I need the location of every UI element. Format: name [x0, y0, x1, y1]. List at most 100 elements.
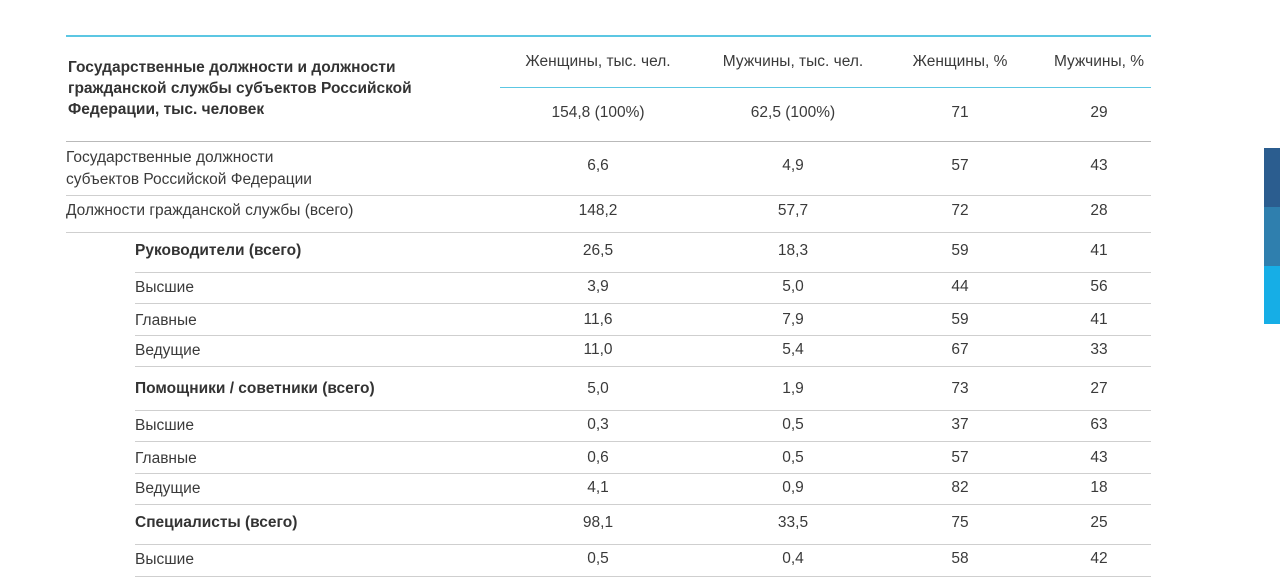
cell-women-percent: 57 — [951, 449, 969, 466]
cell-women-percent: 73 — [951, 380, 969, 397]
cell-men-thousands: 1,9 — [782, 380, 804, 397]
row-divider — [135, 504, 1151, 505]
cell-women-percent: 57 — [951, 157, 969, 174]
cell-women-thousands: 4,1 — [587, 479, 609, 496]
row-label: Руководители (всего) — [135, 240, 301, 262]
cell-men-percent: 25 — [1090, 514, 1108, 531]
row-label: Высшие — [135, 415, 194, 437]
row-label: Ведущие — [135, 340, 200, 362]
cell-men-thousands: 57,7 — [777, 202, 809, 219]
cell-women-percent: 82 — [951, 479, 969, 496]
row-divider — [135, 272, 1151, 273]
cell-women-percent: 72 — [951, 202, 969, 219]
cell-women-percent: 59 — [951, 311, 969, 328]
cell-women-thousands: 148,2 — [578, 202, 618, 219]
table-header-title: Государственные должности и должности гр… — [68, 59, 412, 118]
cell-men-thousands: 0,4 — [782, 550, 804, 567]
row-label-line: Высшие — [135, 551, 194, 568]
table-top-rule — [66, 35, 1151, 37]
column-header-men-percent: Мужчины, % — [1053, 53, 1145, 70]
cell-women-thousands: 6,6 — [587, 157, 609, 174]
cell-men-percent: 41 — [1090, 242, 1108, 259]
row-label-line: Помощники / советники (всего) — [135, 380, 375, 397]
row-label: Государственные должности субъектов Росси… — [66, 147, 312, 191]
row-divider — [135, 544, 1151, 545]
column-header-men-thousands: Мужчины, тыс. чел. — [722, 53, 864, 70]
row-label: Высшие — [135, 549, 194, 571]
row-divider — [135, 303, 1151, 304]
cell-women-thousands: 5,0 — [587, 380, 609, 397]
cell-women-percent: 59 — [951, 242, 969, 259]
table-divider — [66, 141, 1151, 142]
row-label: Главные — [135, 448, 197, 470]
cell-men-percent: 63 — [1090, 416, 1108, 433]
row-label-line: Ведущие — [135, 342, 201, 359]
cell-men-percent: 41 — [1090, 311, 1108, 328]
cell-women-thousands: 3,9 — [587, 278, 609, 295]
column-header-women-thousands: Женщины, тыс. чел. — [525, 53, 671, 70]
cell-men-thousands: 0,5 — [782, 449, 804, 466]
cell-men-percent: 43 — [1090, 449, 1108, 466]
row-label-line: Высшие — [135, 279, 194, 296]
cell-women-percent: 37 — [951, 416, 969, 433]
cell-men-thousands: 0,5 — [782, 416, 804, 433]
totals-men-percent: 29 — [1090, 104, 1108, 121]
cell-women-percent: 75 — [951, 514, 969, 531]
cell-women-thousands: 0,5 — [587, 550, 609, 567]
cell-men-thousands: 5,4 — [782, 341, 804, 358]
row-label-line: Главные — [135, 312, 197, 329]
cell-men-percent: 42 — [1090, 550, 1108, 567]
row-divider — [66, 195, 1151, 196]
row-divider — [66, 232, 1151, 233]
totals-women-thousands: 154,8 (100%) — [551, 104, 645, 121]
row-label: Ведущие — [135, 478, 200, 500]
column-header-women-percent: Женщины, % — [912, 53, 1008, 70]
row-label-line: Высшие — [135, 417, 194, 434]
cell-women-thousands: 11,0 — [583, 341, 613, 358]
row-label: Главные — [135, 310, 197, 332]
row-label: Специалисты (всего) — [135, 512, 297, 534]
cell-women-thousands: 98,1 — [582, 514, 614, 531]
side-tab-bottom — [1264, 266, 1280, 324]
cell-men-thousands: 18,3 — [777, 242, 809, 259]
side-tab-middle — [1264, 207, 1280, 266]
row-label-line: Специалисты (всего) — [135, 514, 298, 531]
cell-men-thousands: 4,9 — [782, 157, 804, 174]
cell-men-thousands: 33,5 — [777, 514, 809, 531]
row-divider — [135, 410, 1151, 411]
row-divider — [135, 576, 1151, 577]
cell-men-thousands: 5,0 — [782, 278, 804, 295]
totals-men-thousands: 62,5 (100%) — [750, 104, 836, 121]
row-label-line: Ведущие — [135, 480, 201, 497]
row-label-line: Государственные должности — [66, 149, 274, 166]
row-label: Должности гражданской службы (всего) — [66, 200, 353, 222]
row-label-line: Главные — [135, 450, 197, 467]
row-label-line: Руководители (всего) — [135, 242, 302, 259]
cell-women-thousands: 11,6 — [583, 311, 613, 328]
cell-men-percent: 18 — [1090, 479, 1108, 496]
cell-men-percent: 28 — [1090, 202, 1108, 219]
cell-men-percent: 27 — [1090, 380, 1108, 397]
totals-women-percent: 71 — [951, 104, 969, 121]
cell-women-thousands: 0,3 — [587, 416, 609, 433]
row-label-line: субъектов Российской Федерации — [66, 171, 312, 188]
row-divider — [135, 473, 1151, 474]
row-label: Помощники / советники (всего) — [135, 378, 375, 400]
cell-men-thousands: 7,9 — [782, 311, 804, 328]
column-header-rule — [500, 87, 1151, 88]
row-label-line: Должности гражданской службы (всего) — [66, 202, 354, 219]
row-divider — [135, 366, 1151, 367]
side-tab-top — [1264, 148, 1280, 207]
cell-women-percent: 58 — [951, 550, 969, 567]
cell-women-thousands: 26,5 — [582, 242, 614, 259]
row-label: Высшие — [135, 277, 194, 299]
row-divider — [135, 441, 1151, 442]
cell-men-percent: 56 — [1090, 278, 1108, 295]
row-divider — [135, 335, 1151, 336]
cell-men-percent: 43 — [1090, 157, 1108, 174]
cell-women-percent: 44 — [951, 278, 969, 295]
cell-men-thousands: 0,9 — [782, 479, 804, 496]
cell-women-thousands: 0,6 — [587, 449, 609, 466]
cell-men-percent: 33 — [1090, 341, 1108, 358]
